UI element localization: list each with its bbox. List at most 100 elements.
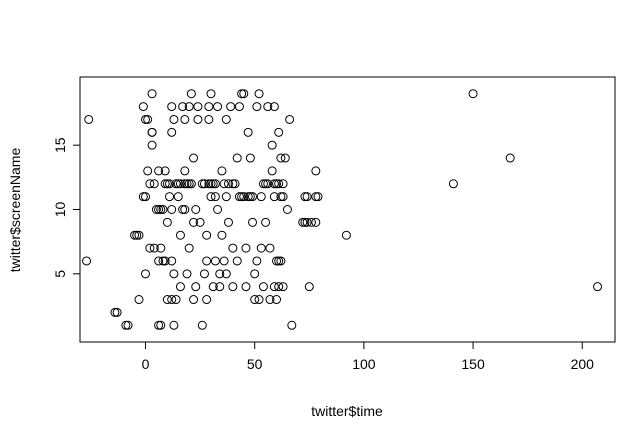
data-point <box>505 153 515 163</box>
data-point <box>143 166 153 176</box>
data-point <box>151 205 161 214</box>
data-point <box>121 320 131 330</box>
data-point <box>239 89 249 99</box>
data-point <box>202 295 212 305</box>
data-point <box>143 114 153 124</box>
data-point <box>156 320 166 330</box>
data-point <box>208 179 218 189</box>
data-point <box>241 243 251 253</box>
data-point <box>182 179 192 189</box>
data-point <box>184 179 194 189</box>
data-point <box>184 243 194 253</box>
data-point <box>228 243 238 253</box>
data-point <box>160 179 170 189</box>
data-point <box>298 217 308 227</box>
data-point <box>215 269 225 279</box>
data-point <box>241 282 251 292</box>
data-point <box>217 230 227 240</box>
data-point <box>193 102 203 112</box>
data-point <box>272 179 282 189</box>
data-point <box>184 102 194 112</box>
data-point <box>261 179 271 189</box>
data-point <box>167 295 177 305</box>
data-point <box>221 114 231 124</box>
data-point <box>276 256 286 266</box>
data-point <box>228 282 238 292</box>
data-point <box>206 89 216 99</box>
data-point <box>189 217 199 227</box>
data-point <box>248 192 258 202</box>
data-point <box>167 127 177 137</box>
data-point <box>147 127 157 137</box>
data-point <box>141 114 151 124</box>
data-point <box>300 192 310 202</box>
x-axis: 0 50 100 150 200 <box>142 341 594 372</box>
data-point <box>223 217 233 227</box>
data-point <box>82 256 92 266</box>
data-point <box>130 230 140 240</box>
data-point <box>175 179 185 189</box>
data-point <box>265 243 275 253</box>
data-point <box>158 205 168 214</box>
y-tick-label: 15 <box>52 137 68 153</box>
data-point <box>215 282 225 292</box>
data-point <box>189 295 199 305</box>
data-point <box>178 205 188 214</box>
data-point <box>206 192 216 202</box>
y-axis: 5 10 15 <box>52 137 81 278</box>
x-tick-label: 50 <box>247 356 263 372</box>
data-point <box>468 89 478 99</box>
data-point <box>276 153 286 163</box>
data-point <box>311 217 321 227</box>
data-point <box>248 217 258 227</box>
data-point <box>84 114 94 124</box>
data-point <box>302 217 312 227</box>
data-point <box>341 230 351 240</box>
data-point <box>234 102 244 112</box>
data-point <box>311 166 321 176</box>
x-tick-label: 100 <box>352 356 376 372</box>
data-point <box>448 179 458 189</box>
data-point <box>228 179 238 189</box>
data-point <box>141 269 151 279</box>
data-point <box>186 89 196 99</box>
data-point <box>256 243 266 253</box>
data-point <box>160 256 170 266</box>
data-point <box>213 205 223 214</box>
data-point <box>162 295 172 305</box>
data-point <box>147 89 157 99</box>
data-point <box>593 282 603 292</box>
y-tick-label: 5 <box>52 270 68 278</box>
data-point <box>167 205 177 214</box>
data-point <box>199 179 209 189</box>
data-point <box>285 114 295 124</box>
data-point <box>237 89 247 99</box>
x-tick-label: 0 <box>142 356 150 372</box>
data-point <box>154 320 164 330</box>
data-point <box>180 166 190 176</box>
data-point <box>156 205 166 214</box>
data-point <box>252 256 262 266</box>
data-point <box>112 307 122 317</box>
data-point <box>269 192 279 202</box>
data-point <box>274 127 284 137</box>
data-point <box>156 243 166 253</box>
data-point <box>178 102 188 112</box>
data-point <box>213 102 223 112</box>
data-point <box>274 179 284 189</box>
data-point <box>158 256 168 266</box>
data-point <box>232 256 242 266</box>
data-point <box>145 243 155 253</box>
data-point <box>219 179 229 189</box>
data-point <box>171 179 181 189</box>
data-point <box>197 320 207 330</box>
data-point <box>134 230 144 240</box>
data-point <box>258 282 268 292</box>
data-point <box>278 192 288 202</box>
data-point <box>263 179 273 189</box>
data-point <box>169 114 179 124</box>
data-point <box>162 217 172 227</box>
data-point <box>306 217 316 227</box>
x-axis-label: twitter$time <box>311 403 383 419</box>
